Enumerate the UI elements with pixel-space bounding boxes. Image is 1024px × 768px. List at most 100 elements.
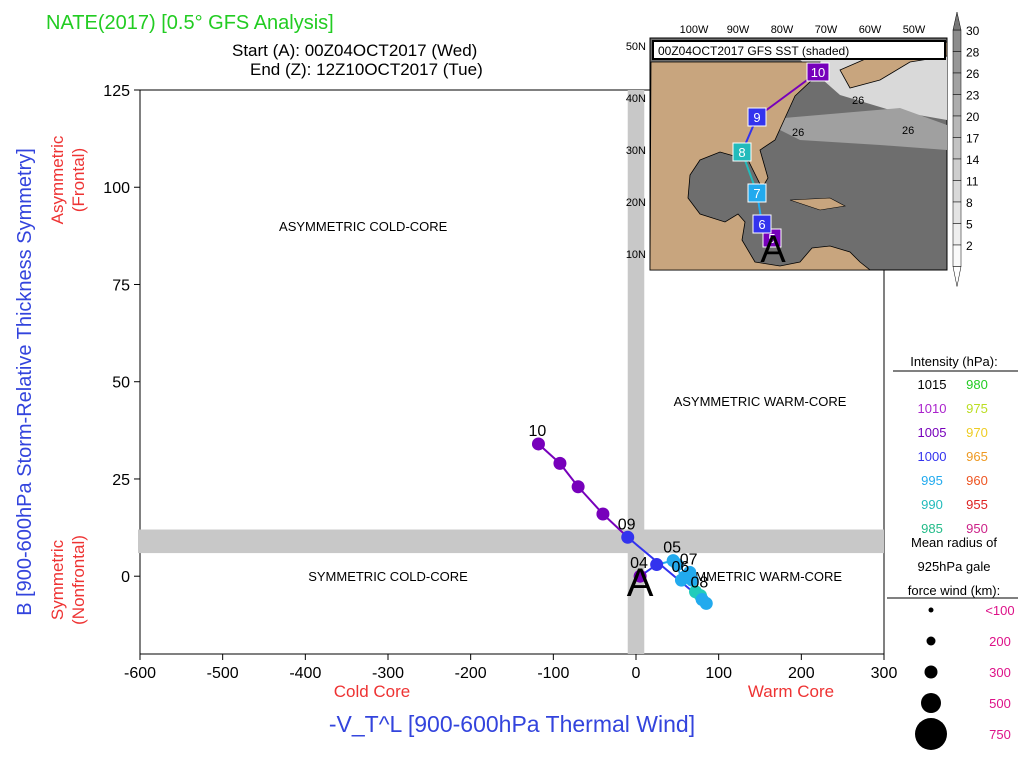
x-tick-label: -200 [455,665,487,682]
inset-track-label: 8 [738,145,745,160]
cold-core-label: Cold Core [334,682,411,701]
colorbar-label: 8 [966,196,973,210]
colorbar-cell [952,137,962,160]
inset-title-box [652,40,946,60]
x-tick-label: -100 [537,665,569,682]
intensity-entry: 960 [966,473,988,488]
zero-bands [138,90,884,654]
y-tick-label: 25 [112,472,130,489]
colorbar-cell [952,244,962,267]
radius-title: 925hPa gale [917,559,990,574]
track-point [650,558,664,572]
inset-lon-label: 70W [815,24,838,36]
radius-title: force wind (km): [908,583,1000,598]
inset-track-point [732,142,752,162]
x-tick-label: 200 [788,665,815,682]
quadrant-label: SYMMETRIC WARM-CORE [678,569,843,584]
y-tick-label: 75 [112,277,130,294]
colorbar-label: 5 [966,218,973,232]
intensity-entry: 1015 [918,377,947,392]
figure-title: NATE(2017) [0.5° GFS Analysis] [46,12,334,34]
colorbar-label: 23 [966,89,980,103]
colorbar-top-arrow [952,11,962,31]
track-point-label: 06 [671,559,689,576]
y-tick-label: 125 [103,83,130,100]
inset-start-marker: A [760,229,786,271]
x-tick-label: -500 [207,665,239,682]
track-point [531,437,545,451]
track-point-label: 10 [528,423,546,440]
radius-dot [921,693,941,713]
inset-track-point [747,107,767,127]
track-point [633,569,647,583]
symmetric-label: Symmetric [48,539,67,620]
intensity-entry: 975 [966,401,988,416]
zero-band-vertical [627,90,645,654]
inset-contour-label: 26 [792,127,804,139]
radius-label: 300 [989,665,1011,680]
intensity-entry: 955 [966,497,988,512]
radius-dot [924,665,938,679]
track-point-label: 08 [690,575,708,592]
inset-lon-label: 50W [903,24,926,36]
track-point [571,480,585,494]
x-tick-label: -600 [124,665,156,682]
quadrant-label: ASYMMETRIC COLD-CORE [279,219,448,234]
inset-title: 00Z04OCT2017 GFS SST (shaded) [658,44,849,58]
x-tick-label: 100 [705,665,732,682]
intensity-entry: 980 [966,377,988,392]
asymmetric-label: (Frontal) [69,148,88,212]
radius-label: <100 [985,603,1014,618]
inset-lon-label: 60W [859,24,882,36]
colorbar-label: 28 [966,46,980,60]
radius-label: 750 [989,727,1011,742]
intensity-entry: 970 [966,425,988,440]
intensity-entry: 995 [921,473,943,488]
start-marker: A [627,561,654,605]
colorbar-cell [952,201,962,224]
inset-track-point [752,214,772,234]
intensity-entry: 990 [921,497,943,512]
y-tick-label: 100 [103,180,130,197]
inset-track-label: 5 [768,231,775,246]
y-tick-label: 50 [112,375,130,392]
symmetric-label: (Nonfrontal) [69,535,88,625]
inset-lat-label: 30N [626,145,646,157]
inset-land [649,61,872,271]
colorbar-cell [952,115,962,138]
inset-track-label: 7 [753,186,760,201]
inset-lat-label: 20N [626,197,646,209]
warm-core-label: Warm Core [748,682,834,701]
inset-contour-label: 26 [852,95,864,107]
intensity-entry: 1010 [918,401,947,416]
legend: Intensity (hPa): 1015 980 1010 975 1005 970 100… [887,354,1018,750]
colorbar-label: 11 [966,175,979,189]
intensity-entry: 985 [921,521,943,536]
inset-track-label: 6 [758,217,765,232]
intensity-entry: 950 [966,521,988,536]
x-tick-label: -400 [289,665,321,682]
track-point [695,593,709,607]
track-point-label: 05 [663,540,681,557]
track-point [621,530,635,544]
inset-track-label: 9 [753,110,760,125]
inset-track-label: 10 [811,65,825,80]
colorbar-cell [952,51,962,74]
quadrant-label: SYMMETRIC COLD-CORE [308,569,468,584]
axes: -600 -500 -400 -300 -200 -100 0 100 200 300025507… [103,83,897,682]
intensity-entry: 1005 [918,425,947,440]
track-point-label: 09 [618,516,636,533]
track-point-label: 04 [630,555,648,572]
colorbar-cell [952,223,962,246]
colorbar-label: 14 [966,153,980,167]
colorbar-cell [952,72,962,95]
track-point-label: 07 [680,551,698,568]
x-tick-label: 0 [632,665,641,682]
inset-map: 00Z04OCT2017 GFS SST (shaded) 100W 90W 80W 7… [626,11,980,287]
inset-lat-label: 50N [626,41,646,53]
quadrant-label: ASYMMETRIC WARM-CORE [674,394,847,409]
inset-lat-label: 40N [626,93,646,105]
